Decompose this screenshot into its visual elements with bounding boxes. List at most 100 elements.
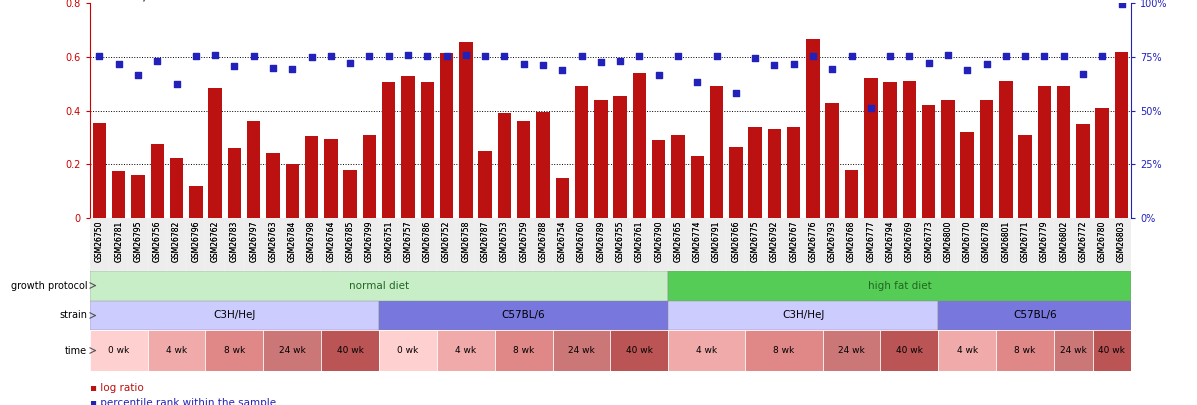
Point (321, 53, 340, 59)
Bar (591, 218, 610, 271)
Point (687, 78, 706, 85)
Bar (765, 218, 784, 271)
Text: GSM26803: GSM26803 (1117, 220, 1126, 262)
Text: GSM26752: GSM26752 (442, 220, 451, 262)
Bar (1093, 330, 1131, 371)
Bar (244, 218, 263, 271)
Text: GSM26798: GSM26798 (308, 220, 316, 262)
Text: 24 wk: 24 wk (838, 346, 865, 355)
Bar (938, 218, 958, 271)
Point (610, 58, 630, 64)
Bar (960, 132, 974, 218)
Bar (746, 218, 765, 271)
Point (379, 53, 399, 59)
Bar (363, 135, 376, 218)
Bar (1114, 51, 1129, 218)
Bar (999, 81, 1013, 218)
Text: GSM26781: GSM26781 (114, 220, 123, 262)
Text: 24 wk: 24 wk (569, 346, 595, 355)
Bar (1076, 124, 1089, 218)
Bar (572, 218, 591, 271)
Text: GSM26771: GSM26771 (1021, 220, 1029, 262)
Text: C57BL/6: C57BL/6 (502, 311, 546, 320)
Text: GSM26799: GSM26799 (365, 220, 373, 262)
Text: GSM26770: GSM26770 (962, 220, 972, 262)
Bar (187, 218, 206, 271)
Bar (845, 170, 858, 218)
Point (475, 53, 494, 59)
Text: GSM26797: GSM26797 (249, 220, 259, 262)
Text: GSM26796: GSM26796 (192, 220, 200, 262)
Bar (668, 330, 746, 371)
Point (340, 60, 359, 66)
Bar (90, 330, 147, 371)
Text: GSM26753: GSM26753 (500, 220, 509, 262)
Bar (536, 112, 549, 218)
Text: GSM26795: GSM26795 (134, 220, 142, 262)
Point (263, 64, 282, 71)
Bar (420, 82, 435, 218)
Bar (266, 153, 280, 218)
Bar (418, 218, 437, 271)
Bar (881, 218, 900, 271)
Bar (90, 271, 668, 301)
Bar (710, 86, 723, 218)
Bar (132, 175, 145, 218)
Text: strain: strain (60, 311, 87, 320)
Text: GSM26764: GSM26764 (327, 220, 335, 262)
Bar (382, 82, 395, 218)
Bar (649, 218, 668, 271)
Text: C3H/HeJ: C3H/HeJ (782, 311, 825, 320)
Text: GSM26794: GSM26794 (886, 220, 894, 262)
Bar (594, 100, 608, 218)
Bar (286, 164, 299, 218)
Bar (922, 105, 935, 218)
Text: GSM26797: GSM26797 (249, 220, 259, 262)
Text: GSM26786: GSM26786 (423, 220, 432, 262)
Bar (652, 140, 666, 218)
Bar (803, 218, 822, 271)
Text: GSM26785: GSM26785 (346, 220, 354, 262)
Bar (147, 218, 166, 271)
Point (977, 60, 996, 67)
Text: 4 wk: 4 wk (956, 346, 978, 355)
Text: ▪ log ratio: ▪ log ratio (90, 383, 144, 393)
Text: GSM26764: GSM26764 (327, 220, 335, 262)
Text: GSM26762: GSM26762 (211, 220, 219, 262)
Point (881, 53, 900, 59)
Point (225, 63, 244, 69)
Bar (881, 330, 938, 371)
Text: GSM26775: GSM26775 (751, 220, 760, 262)
Point (958, 66, 977, 73)
Text: GSM26765: GSM26765 (674, 220, 682, 262)
Bar (225, 218, 244, 271)
Text: GSM26762: GSM26762 (211, 220, 219, 262)
Point (765, 62, 784, 69)
Text: GSM26750: GSM26750 (95, 220, 104, 262)
Text: GSM26763: GSM26763 (268, 220, 278, 262)
Text: GSM26757: GSM26757 (403, 220, 413, 262)
Text: 0 wk: 0 wk (108, 346, 129, 355)
Bar (1034, 218, 1055, 271)
Text: GSM26799: GSM26799 (365, 220, 373, 262)
Text: GSM26755: GSM26755 (615, 220, 625, 262)
Text: GSM26759: GSM26759 (519, 220, 528, 262)
Bar (321, 218, 340, 271)
Point (553, 66, 572, 73)
Bar (227, 147, 241, 218)
Point (494, 53, 514, 59)
Bar (861, 218, 881, 271)
Point (727, 90, 746, 97)
Bar (691, 156, 704, 218)
Text: GSM26758: GSM26758 (461, 220, 470, 262)
Point (861, 105, 880, 112)
Text: GSM26777: GSM26777 (867, 220, 875, 262)
Text: GSM26766: GSM26766 (731, 220, 740, 262)
Text: GSM26786: GSM26786 (423, 220, 432, 262)
Point (360, 53, 379, 59)
Point (302, 54, 321, 60)
Bar (980, 100, 994, 218)
Text: GSM26772: GSM26772 (1078, 220, 1087, 262)
Text: high fat diet: high fat diet (868, 281, 931, 290)
Point (938, 51, 958, 58)
